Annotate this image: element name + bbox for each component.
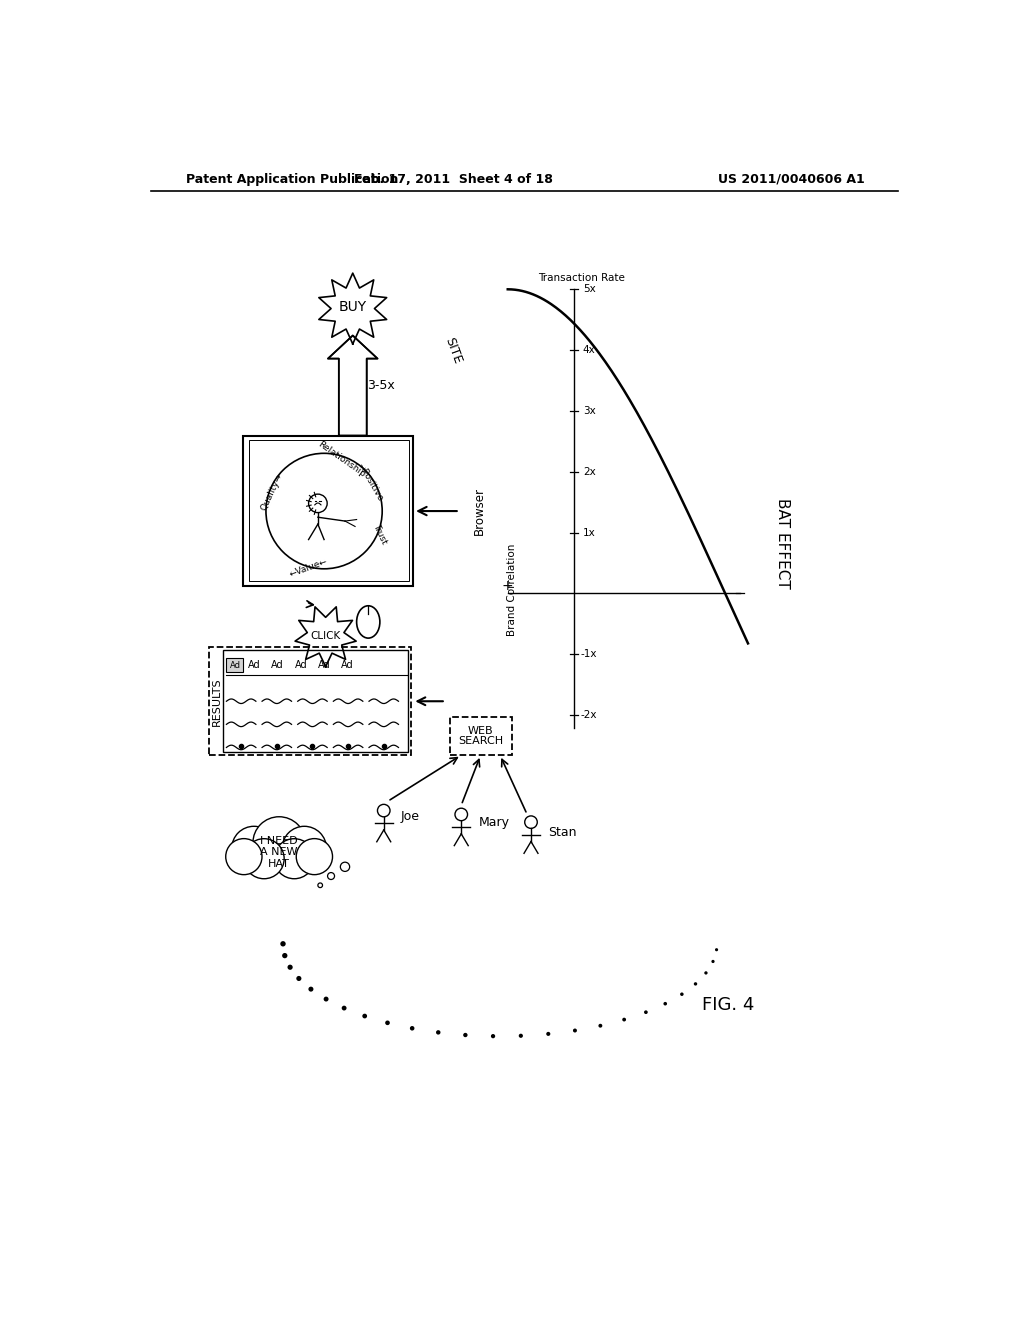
Circle shape: [715, 948, 718, 952]
Circle shape: [463, 1032, 468, 1038]
Circle shape: [296, 975, 301, 981]
Text: Ad: Ad: [248, 660, 261, 671]
Text: FIG. 4: FIG. 4: [701, 997, 754, 1014]
Text: Joe: Joe: [400, 810, 420, 824]
Bar: [249, 441, 409, 581]
Circle shape: [598, 1024, 602, 1028]
Text: BAT EFFECT: BAT EFFECT: [775, 498, 791, 589]
Text: US 2011/0040606 A1: US 2011/0040606 A1: [718, 173, 864, 186]
Circle shape: [283, 953, 288, 958]
Text: Transaction Rate: Transaction Rate: [538, 273, 625, 284]
Text: Mary: Mary: [478, 816, 509, 829]
Text: A NEW: A NEW: [260, 847, 298, 857]
Circle shape: [490, 1034, 496, 1039]
Bar: [243, 436, 414, 586]
Text: Relationship: Relationship: [315, 440, 367, 479]
Text: Trust: Trust: [372, 523, 388, 546]
Circle shape: [324, 997, 329, 1002]
Circle shape: [281, 941, 286, 946]
Text: -1x: -1x: [581, 649, 597, 659]
Bar: [226, 659, 244, 672]
Ellipse shape: [237, 832, 322, 879]
Circle shape: [623, 1018, 626, 1022]
Circle shape: [644, 1010, 648, 1014]
Text: Ad: Ad: [341, 660, 353, 671]
Circle shape: [308, 986, 313, 991]
Text: HAT: HAT: [268, 859, 290, 870]
Text: →Positive: →Positive: [356, 461, 385, 503]
Text: -2x: -2x: [581, 710, 597, 721]
Circle shape: [436, 1030, 440, 1035]
Text: SITE: SITE: [442, 335, 464, 366]
Circle shape: [253, 817, 305, 869]
Text: Ad: Ad: [271, 660, 284, 671]
Text: 1x: 1x: [583, 528, 596, 537]
Circle shape: [231, 826, 276, 870]
Circle shape: [664, 1002, 667, 1006]
Text: 5x: 5x: [583, 284, 596, 294]
Text: I NEED: I NEED: [260, 837, 298, 846]
Text: Quality→: Quality→: [259, 471, 284, 512]
Text: 4x: 4x: [583, 345, 596, 355]
Text: CLICK: CLICK: [310, 631, 341, 640]
Bar: [209, 647, 411, 755]
Text: Brand Correlation: Brand Correlation: [507, 544, 517, 636]
Bar: [450, 717, 512, 755]
Circle shape: [573, 1028, 577, 1032]
Text: WEB: WEB: [468, 726, 494, 735]
Text: RESULTS: RESULTS: [212, 677, 222, 726]
Text: Stan: Stan: [548, 825, 577, 838]
Text: 3x: 3x: [583, 407, 596, 416]
Polygon shape: [328, 335, 378, 436]
Text: Patent Application Publication: Patent Application Publication: [186, 173, 398, 186]
Text: 2x: 2x: [583, 467, 596, 477]
Circle shape: [694, 982, 697, 986]
Circle shape: [680, 993, 684, 997]
Text: ←Value←: ←Value←: [289, 557, 329, 579]
Circle shape: [712, 960, 715, 964]
Circle shape: [288, 965, 293, 970]
Text: Ad: Ad: [317, 660, 331, 671]
Circle shape: [283, 826, 327, 870]
Circle shape: [705, 972, 708, 974]
Text: SEARCH: SEARCH: [458, 737, 503, 746]
Text: Ad: Ad: [229, 660, 241, 669]
Text: +: +: [502, 578, 514, 593]
Circle shape: [362, 1014, 367, 1019]
Circle shape: [244, 838, 285, 879]
Circle shape: [225, 838, 262, 875]
Circle shape: [410, 1026, 415, 1031]
Circle shape: [296, 838, 333, 875]
Circle shape: [308, 494, 328, 512]
Circle shape: [546, 1032, 550, 1036]
Text: 3-5x: 3-5x: [367, 379, 394, 392]
Circle shape: [519, 1034, 523, 1038]
Circle shape: [385, 1020, 390, 1026]
Text: Ad: Ad: [295, 660, 307, 671]
Ellipse shape: [356, 606, 380, 638]
Text: BUY: BUY: [339, 300, 367, 314]
Text: Feb. 17, 2011  Sheet 4 of 18: Feb. 17, 2011 Sheet 4 of 18: [354, 173, 553, 186]
Circle shape: [342, 1006, 346, 1011]
Text: Browser: Browser: [472, 487, 485, 535]
Bar: [223, 651, 408, 752]
Circle shape: [274, 838, 314, 879]
